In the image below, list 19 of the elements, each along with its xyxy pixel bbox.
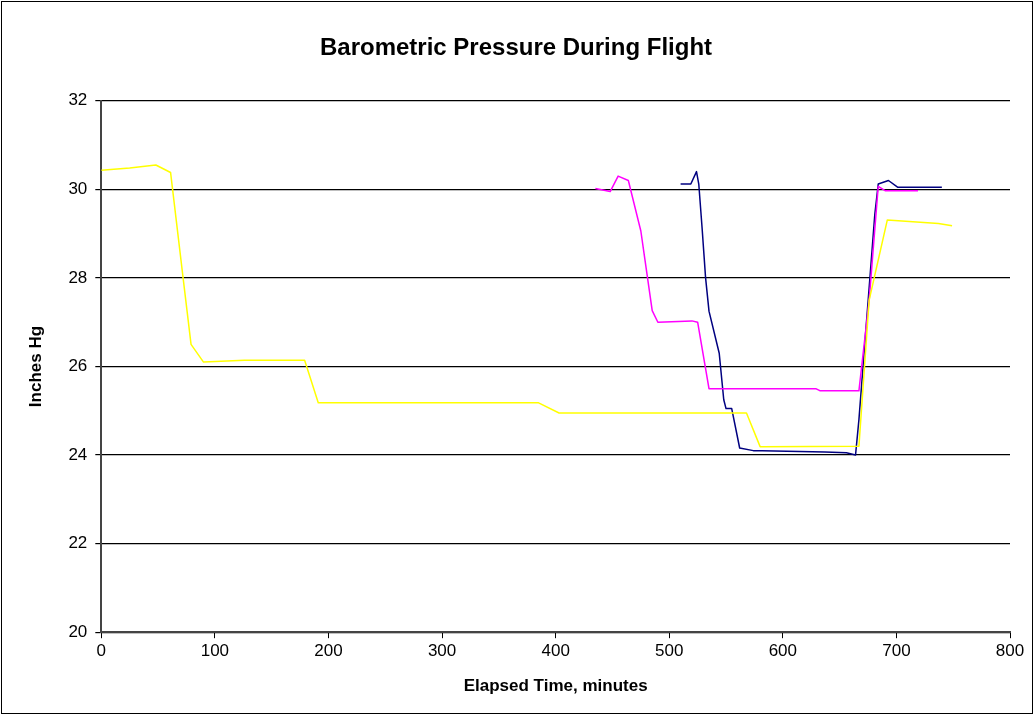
x-tick-label: 500 bbox=[655, 641, 684, 661]
x-tick-label: 0 bbox=[96, 641, 107, 661]
x-tick-label: 400 bbox=[541, 641, 570, 661]
y-tick-label: 22 bbox=[68, 533, 88, 553]
chart-title: Barometric Pressure During Flight bbox=[319, 33, 713, 61]
y-tick-label: 20 bbox=[68, 621, 88, 641]
y-tick-label: 30 bbox=[68, 179, 88, 199]
y-tick-label: 24 bbox=[68, 444, 88, 464]
x-tick-label: 700 bbox=[882, 641, 911, 661]
y-axis-title: Inches Hg bbox=[25, 325, 45, 408]
x-tick-label: 200 bbox=[314, 641, 343, 661]
y-tick-label: 26 bbox=[68, 356, 88, 376]
x-tick-label: 100 bbox=[200, 641, 230, 661]
x-tick-label: 600 bbox=[768, 641, 798, 661]
y-tick-label: 28 bbox=[68, 267, 88, 287]
x-axis-title: Elapsed Time, minutes bbox=[463, 676, 648, 696]
x-tick-label: 800 bbox=[995, 641, 1025, 661]
x-tick-label: 300 bbox=[427, 641, 457, 661]
y-tick-label: 32 bbox=[68, 90, 88, 110]
